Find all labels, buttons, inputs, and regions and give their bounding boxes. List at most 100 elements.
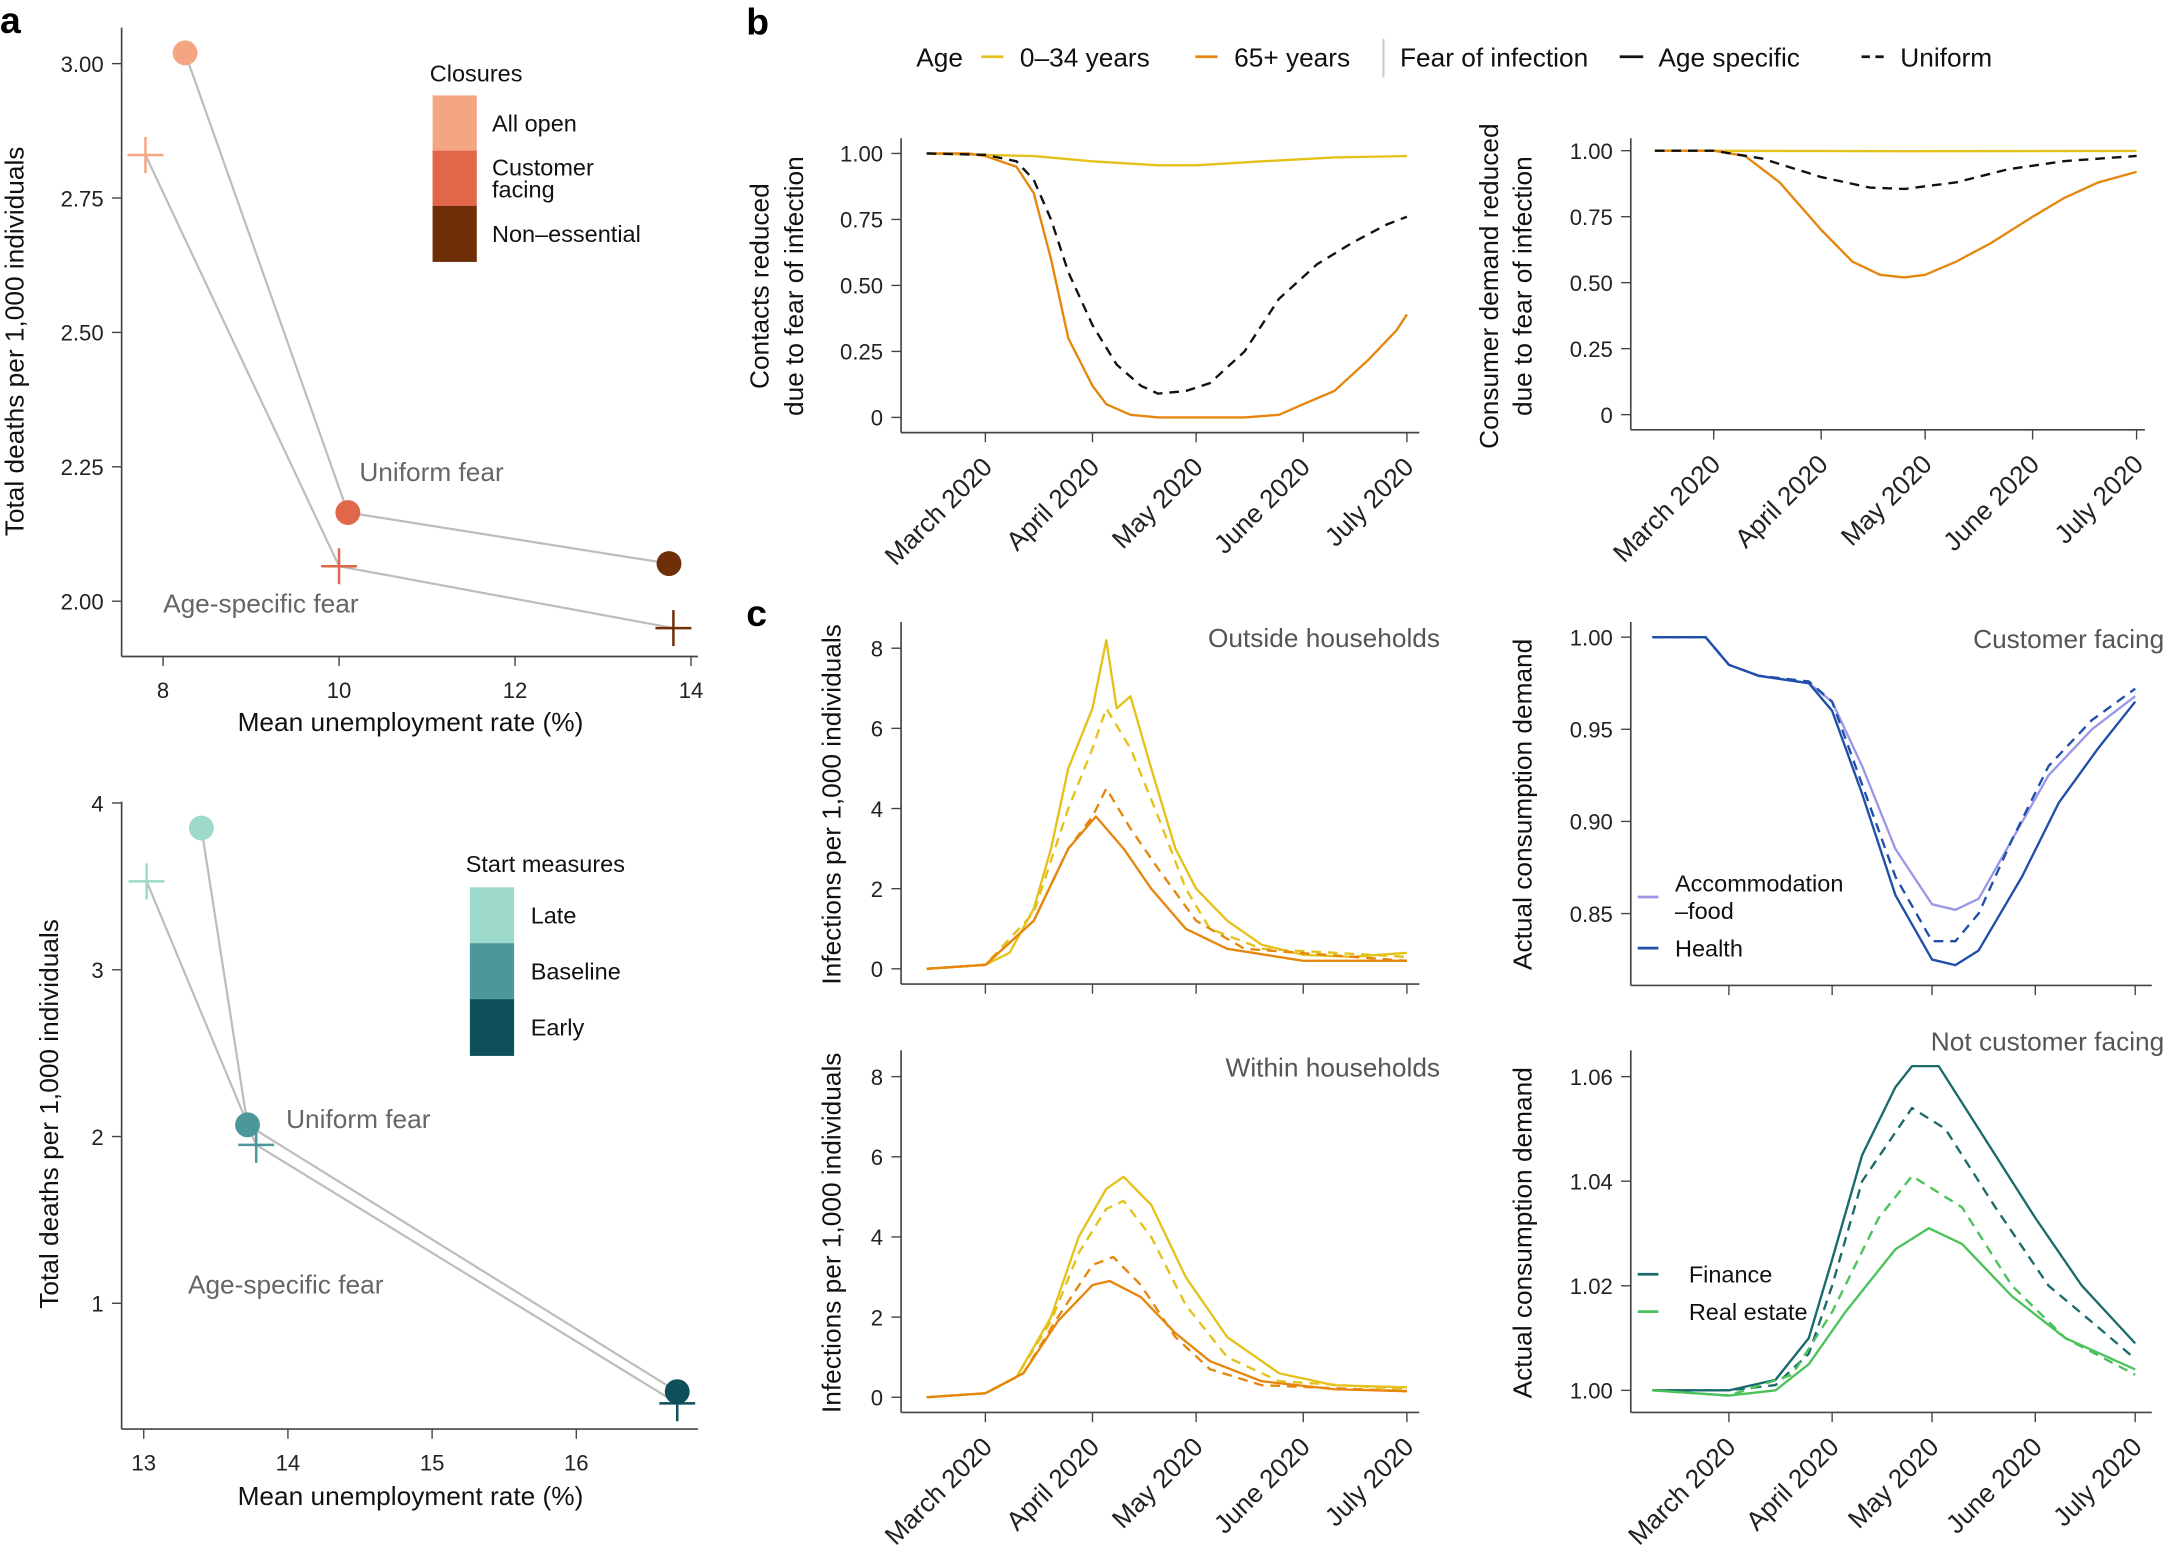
chart-b2: 0 0.25 0.50 0.75 1.00 March 2020 April 2020 May… [1474, 123, 2149, 568]
panel-title: Not customer facing [1931, 1026, 2164, 1056]
y-tick-label: 1.04 [1570, 1169, 1613, 1194]
y-tick-label: 2 [91, 1125, 103, 1150]
series-line [926, 815, 1407, 971]
point-circle [188, 815, 214, 841]
legend-label: Late [531, 903, 577, 929]
y-axis-label: due to fear of infection [779, 156, 809, 416]
legend-age-young: 0–34 years [1020, 42, 1150, 72]
series-annotation: Age-specific fear [188, 1270, 384, 1300]
x-tick-label: March 2020 [1622, 1431, 1741, 1550]
series-line [926, 639, 1407, 971]
legend-swatch [469, 887, 515, 944]
point-cross [659, 1385, 696, 1422]
legend-swatch [432, 205, 477, 262]
x-tick-label: 14 [679, 678, 704, 703]
y-tick-label: 6 [871, 717, 883, 742]
chart-a2: 1 2 3 4 13 14 15 16 Total deaths per 1,000 indiv… [34, 791, 698, 1511]
legend-age-title: Age [916, 42, 963, 72]
x-tick-label: May 2020 [1106, 1431, 1209, 1534]
y-tick-label: 0.25 [840, 340, 883, 365]
x-tick-label: July 2020 [1319, 452, 1420, 553]
y-tick-label: 0 [871, 1386, 883, 1411]
series-line [1654, 149, 2137, 153]
connector-line [200, 827, 678, 1393]
y-tick-label: 4 [871, 1225, 883, 1250]
panel-label-b: b [746, 1, 769, 43]
series-line [926, 152, 1408, 419]
point-circle [235, 1112, 260, 1138]
legend-label: Baseline [531, 959, 621, 985]
chart-c1: 0 2 4 6 8 Infections per 1,000 individuals Out… [816, 621, 1440, 994]
legend-swatch [432, 95, 477, 152]
series-line [1654, 149, 2137, 191]
panel-title: Outside households [1208, 623, 1440, 653]
x-tick-label: April 2020 [1000, 452, 1105, 557]
y-axis-label: Actual consumption demand [1507, 639, 1537, 970]
y-axis-label: due to fear of infection [1507, 156, 1537, 416]
legend-label: Health [1675, 935, 1743, 961]
series-line [926, 1199, 1407, 1399]
y-tick-label: 0.50 [1570, 271, 1613, 296]
series-line [1652, 635, 2136, 911]
legend-label: facing [492, 177, 555, 203]
series-line [926, 1255, 1407, 1399]
series-line [926, 707, 1407, 971]
y-tick-label: 3.00 [61, 52, 104, 77]
y-tick-label: 1.00 [1570, 625, 1613, 650]
point-cross [128, 863, 165, 900]
x-tick-label: June 2020 [1940, 1431, 2048, 1539]
y-tick-label: 0.85 [1570, 902, 1613, 927]
y-tick-label: 1.06 [1570, 1065, 1613, 1090]
chart-c2: 0 2 4 6 8 March 2020 April 2020 May 2020 June 20… [816, 1050, 1440, 1551]
legend-label: Finance [1689, 1262, 1773, 1288]
legend-fear-age-specific: Age specific [1658, 42, 1800, 72]
series-line [1652, 1064, 2137, 1392]
legend-swatch [469, 999, 515, 1056]
y-tick-label: 2.75 [61, 186, 104, 211]
point-cross [655, 610, 692, 647]
y-tick-label: 8 [871, 1065, 883, 1090]
x-tick-label: May 2020 [1842, 1431, 1945, 1534]
x-axis-label: Mean unemployment rate (%) [238, 1481, 584, 1511]
y-tick-label: 2.00 [61, 590, 104, 615]
point-circle [172, 40, 198, 66]
y-tick-label: 0 [1601, 403, 1613, 428]
y-axis-label: Actual consumption demand [1507, 1067, 1537, 1398]
legend-label: Real estate [1689, 1299, 1808, 1325]
y-tick-label: 2.25 [61, 455, 104, 480]
series-line [926, 1279, 1407, 1399]
y-tick-label: 1.02 [1570, 1274, 1613, 1299]
point-circle [335, 500, 361, 525]
series-line [1652, 1227, 2136, 1397]
legend-label: Accommodation [1675, 870, 1843, 896]
y-tick-label: 0.50 [840, 274, 883, 299]
x-tick-label: 8 [157, 678, 169, 703]
legend-title: Closures [430, 61, 523, 87]
y-axis-label: Consumer demand reduced [1474, 123, 1504, 448]
panel-label-a: a [0, 0, 21, 41]
legend-fear-uniform: Uniform [1900, 42, 1992, 72]
point-cross [127, 137, 164, 173]
point-cross [238, 1126, 275, 1163]
series-line [1652, 1106, 2136, 1392]
y-tick-label: 3 [91, 958, 103, 983]
point-cross [321, 548, 358, 585]
series-line [926, 1175, 1407, 1399]
x-tick-label: April 2020 [1740, 1431, 1845, 1536]
y-tick-label: 2 [871, 1305, 883, 1330]
x-tick-label: July 2020 [1319, 1431, 1420, 1532]
x-tick-label: 10 [327, 678, 352, 703]
y-tick-label: 0 [871, 957, 883, 982]
chart-c3: 0.85 0.90 0.95 1.00 Actual consumption deman… [1507, 621, 2164, 996]
y-axis-label: Contacts reduced [744, 183, 774, 389]
series-line [1654, 149, 2137, 279]
y-tick-label: 0.75 [1570, 205, 1613, 230]
x-tick-label: April 2020 [1000, 1431, 1105, 1536]
series-line [1652, 1174, 2136, 1397]
legend-swatch [432, 150, 477, 207]
legend-label: Non–essential [492, 221, 641, 247]
x-tick-label: June 2020 [1937, 449, 2045, 557]
